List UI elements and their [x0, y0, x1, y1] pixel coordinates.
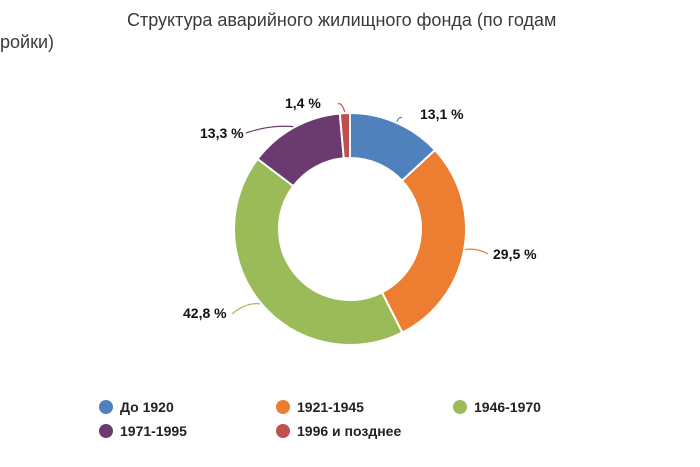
legend-label: 1946-1970: [474, 399, 541, 415]
legend-label: 1921-1945: [297, 399, 364, 415]
legend-marker: [99, 400, 113, 414]
label-leader-lines: [231, 103, 489, 315]
data-label: 13,1 %: [420, 106, 464, 122]
legend-item: До 1920: [99, 399, 174, 415]
legend-item: 1946-1970: [453, 399, 541, 415]
chart-title-line1: Структура аварийного жилищного фонда (по…: [127, 10, 556, 30]
leader-line: [245, 125, 294, 134]
data-labels: 13,1 % 29,5 % 42,8 % 13,3 % 1,4 %: [183, 95, 537, 321]
donut-slice: [338, 111, 351, 160]
data-label: 29,5 %: [493, 246, 537, 262]
leader-line: [231, 303, 261, 315]
legend-label: До 1920: [120, 399, 174, 415]
leader-line: [396, 116, 403, 123]
legend-marker: [276, 400, 290, 414]
legend-marker: [276, 424, 290, 438]
donut-slice: [380, 148, 467, 334]
legend: До 1920 1921-1945 1946-1970 1971-1995 1996 и…: [99, 399, 541, 439]
donut-slices: [233, 111, 467, 346]
legend-label: 1971-1995: [120, 423, 187, 439]
chart-title-line2: ройки): [0, 32, 54, 52]
legend-marker: [453, 400, 467, 414]
data-label: 42,8 %: [183, 305, 227, 321]
legend-marker: [99, 424, 113, 438]
data-label: 13,3 %: [200, 125, 244, 141]
legend-item: 1971-1995: [99, 423, 187, 439]
donut-slice: [233, 157, 404, 346]
leader-line: [337, 103, 346, 113]
data-label: 1,4 %: [285, 95, 321, 111]
legend-label: 1996 и позднее: [297, 423, 401, 439]
legend-item: 1921-1945: [276, 399, 364, 415]
legend-item: 1996 и позднее: [276, 423, 401, 439]
leader-line: [465, 248, 489, 255]
